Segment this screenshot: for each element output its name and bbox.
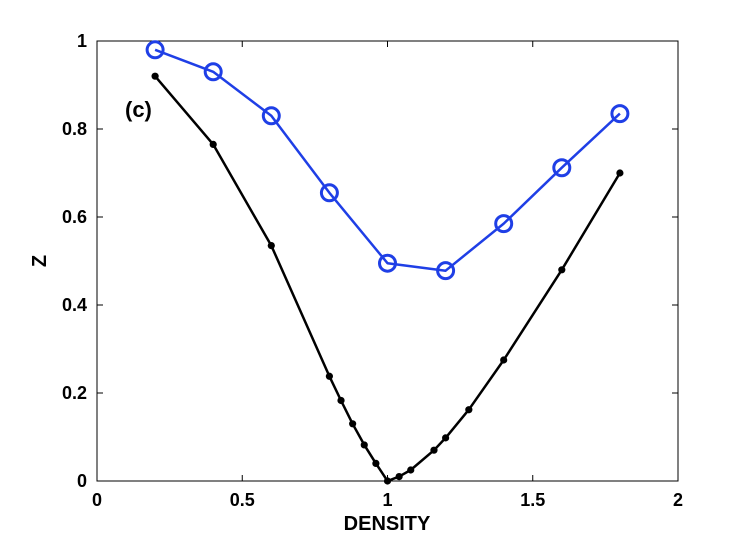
data-point bbox=[610, 104, 630, 124]
data-point bbox=[494, 214, 514, 234]
data-point bbox=[378, 253, 397, 273]
ticks-group bbox=[96, 40, 679, 482]
x-tick-label: 0.5 bbox=[230, 490, 255, 510]
y-axis-label: Z bbox=[29, 255, 51, 267]
y-tick-label: 0 bbox=[77, 471, 87, 491]
series-line bbox=[154, 75, 621, 483]
panel-label: (c) bbox=[125, 97, 152, 122]
x-axis-label: DENSITY bbox=[344, 513, 431, 535]
data-point bbox=[325, 372, 333, 380]
data-point bbox=[552, 158, 572, 178]
x-tick-label: 1.5 bbox=[520, 490, 545, 510]
series-black-dots bbox=[151, 72, 624, 485]
tick-labels-group: 0 0.5 1 1.5 2 0 0.2 0.4 0.6 0.8 1 bbox=[62, 31, 683, 510]
data-point bbox=[349, 420, 357, 428]
series-line bbox=[154, 48, 621, 272]
data-point bbox=[395, 473, 403, 481]
y-tick-label: 0.4 bbox=[62, 295, 87, 315]
data-point bbox=[261, 106, 281, 126]
x-tick-label: 0 bbox=[92, 490, 102, 510]
series-group bbox=[145, 40, 630, 485]
data-point bbox=[209, 140, 217, 148]
data-point bbox=[558, 266, 566, 274]
data-point bbox=[360, 441, 368, 449]
data-point bbox=[436, 261, 456, 281]
data-point bbox=[267, 242, 275, 250]
data-point bbox=[616, 169, 624, 177]
data-point bbox=[430, 446, 438, 454]
y-tick-label: 0.6 bbox=[62, 207, 87, 227]
data-point bbox=[372, 459, 380, 467]
x-tick-label: 1 bbox=[382, 490, 392, 510]
data-point bbox=[337, 396, 345, 405]
x-tick-label: 2 bbox=[673, 490, 683, 510]
data-point bbox=[407, 466, 415, 474]
data-point bbox=[319, 183, 339, 203]
y-tick-label: 1 bbox=[77, 31, 87, 51]
y-tick-label: 0.2 bbox=[62, 383, 87, 403]
plot-frame bbox=[96, 40, 679, 482]
data-point bbox=[203, 62, 223, 82]
data-point bbox=[465, 406, 473, 414]
y-tick-label: 0.8 bbox=[62, 119, 87, 139]
data-point bbox=[383, 477, 392, 485]
series-blue-circles bbox=[145, 40, 630, 281]
data-point bbox=[151, 72, 159, 80]
data-point bbox=[500, 356, 508, 364]
data-point bbox=[442, 434, 450, 442]
data-point bbox=[145, 40, 165, 60]
